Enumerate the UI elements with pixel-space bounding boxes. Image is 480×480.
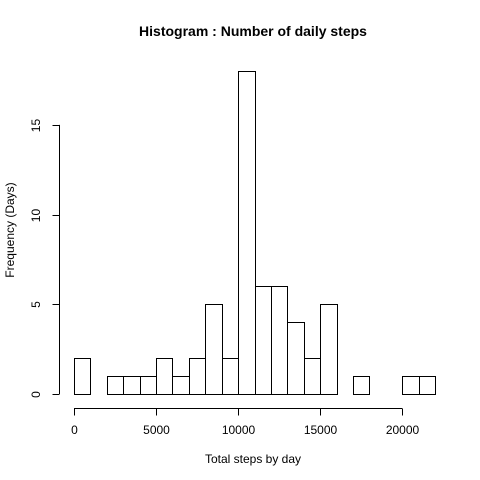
histogram-bar	[205, 304, 223, 395]
x-tick-label: 0	[71, 423, 78, 437]
histogram-bar	[107, 376, 124, 395]
histogram-bar	[287, 322, 305, 395]
x-tick-label: 15000	[304, 423, 338, 437]
histogram-bar	[189, 358, 206, 395]
histogram-bar	[304, 358, 321, 395]
histogram-bar	[255, 286, 272, 395]
x-axis-label: Total steps by day	[205, 452, 301, 466]
histogram-bar	[320, 304, 338, 395]
histogram-bar	[140, 376, 157, 395]
histogram-bar	[353, 376, 370, 395]
histogram-bar	[222, 358, 239, 395]
y-axis: 0 5 10 15	[29, 119, 60, 398]
y-axis-label: Frequency (Days)	[3, 182, 17, 277]
y-tick-label: 5	[29, 301, 43, 308]
x-axis: 0 5000 10000 15000 20000	[71, 408, 420, 437]
bars-group	[74, 71, 436, 395]
histogram-bar	[238, 71, 256, 395]
histogram-bar	[402, 376, 420, 395]
histogram-bar	[74, 358, 91, 395]
y-tick-label: 10	[29, 209, 43, 223]
x-tick-label: 10000	[222, 423, 256, 437]
histogram-bar	[123, 376, 141, 395]
histogram-bar	[156, 358, 173, 395]
x-tick-label: 5000	[143, 423, 170, 437]
x-tick-label: 20000	[386, 423, 420, 437]
y-tick-label: 15	[29, 119, 43, 133]
chart-title: Histogram : Number of daily steps	[139, 23, 367, 39]
histogram-bar	[172, 376, 190, 395]
histogram-bar	[271, 286, 288, 395]
histogram-bar	[419, 376, 436, 395]
y-tick-label: 0	[29, 391, 43, 398]
